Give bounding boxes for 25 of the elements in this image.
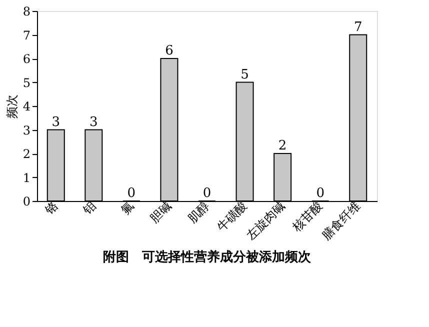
data-label: 7 (354, 20, 362, 35)
y-tick-label: 5 (22, 76, 30, 90)
y-tick-label: 6 (22, 52, 30, 66)
y-tick-label: 1 (22, 170, 30, 185)
y-tick-label: 8 (22, 4, 30, 18)
y-tick-label: 3 (22, 123, 30, 138)
x-tick-label: 铬 (42, 198, 61, 218)
y-tick-label: 4 (22, 100, 31, 114)
y-axis-title: 频次 (4, 94, 19, 118)
data-label: 0 (316, 186, 324, 201)
data-label: 2 (278, 138, 287, 154)
data-label: 6 (165, 44, 174, 58)
text: 附图 可选择性营养成分被添加频次 (103, 249, 312, 266)
data-label: 3 (90, 114, 98, 130)
y-tick-label: 7 (22, 28, 30, 42)
data-label: 0 (202, 186, 212, 201)
x-tick-label: 钼 (80, 198, 99, 218)
data-label: 3 (52, 114, 60, 130)
x-tick-label: 氟 (118, 198, 136, 217)
x-tick-label: 肌醇 (185, 198, 212, 226)
y-tick-label: 2 (22, 147, 30, 161)
x-tick-label: 胆碱 (147, 198, 174, 226)
data-label: 5 (240, 67, 249, 82)
y-tick-label: 0 (22, 194, 30, 208)
data-label: 0 (127, 186, 136, 201)
